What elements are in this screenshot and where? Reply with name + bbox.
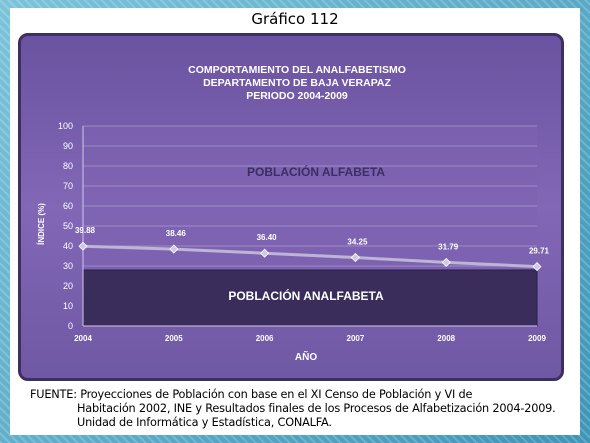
y-tick-label: 90 [63,141,73,151]
y-tick-label: 0 [68,321,73,331]
y-tick-label: 40 [63,241,73,251]
y-tick-label: 20 [63,281,73,291]
data-point [350,252,360,263]
x-tick-label: 2008 [437,334,455,343]
series-line [82,244,538,269]
source-note: FUENTE: Proyecciones de Población con ba… [30,388,578,430]
x-tick-label: 2005 [165,334,183,343]
data-point [532,262,542,272]
y-tick-label: 60 [63,201,73,211]
source-line-2: Habitación 2002, INE y Resultados finale… [77,402,556,415]
data-point [260,248,270,258]
chart-canvas: COMPORTAMIENTO DEL ANALFABETISMO DEPARTA… [37,64,550,363]
x-tick-label: 2007 [347,334,365,343]
source-line-3: Unidad de Informática y Estadística, CON… [77,416,332,429]
x-tick-label: 2004 [74,334,92,343]
data-label: 29.71 [529,247,550,256]
y-tick-label: 50 [63,221,73,231]
data-label: 38.46 [166,229,187,238]
slide-title: Gráfico 112 [251,10,339,28]
chart-period: PERIODO 2004-2009 [246,90,348,102]
chart-card: COMPORTAMIENTO DEL ANALFABETISMO DEPARTA… [18,33,564,381]
chart-title: COMPORTAMIENTO DEL ANALFABETISMO [188,64,406,76]
y-tick-label: 70 [63,181,73,191]
x-tick-label: 2006 [256,334,274,343]
y-tick-label: 100 [58,121,73,131]
data-point [441,257,451,267]
upper-region-label: POBLACIÓN ALFABETA [247,164,385,179]
x-tick-label: 2009 [528,334,546,343]
data-label: 31.79 [438,242,459,251]
chart-subtitle: DEPARTAMENTO DE BAJA VERAPAZ [203,77,391,89]
data-label: 36.40 [257,233,278,242]
y-axis-label: ÍNDICE (%) [37,203,46,245]
lower-region-label: POBLACIÓN ANALFABETA [228,288,384,303]
y-tick-label: 10 [63,301,73,311]
lower-region [82,269,538,327]
data-point [78,241,88,251]
data-label: 34.25 [347,238,368,247]
y-tick-label: 80 [63,161,73,171]
data-point [169,244,179,254]
source-line-1: FUENTE: Proyecciones de Población con ba… [30,388,473,401]
plot-area: 0 10 20 30 40 50 60 70 80 90 100 POBLACIÓN ALFABETA… [58,121,550,343]
data-label: 39.88 [75,226,96,235]
y-tick-label: 30 [63,261,73,271]
x-axis-label: AÑO [295,350,317,363]
